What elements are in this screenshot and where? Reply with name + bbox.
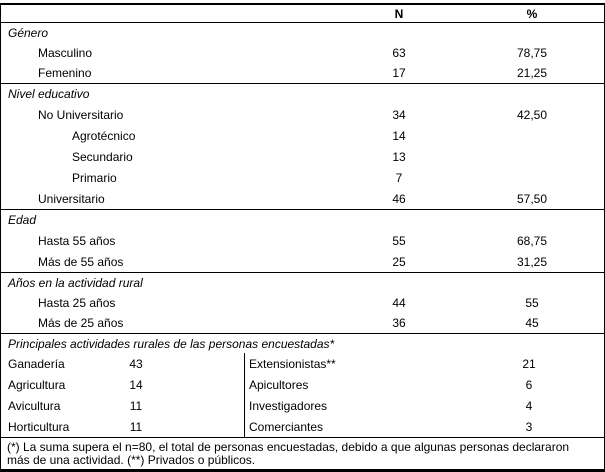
activity-row: Horticultura 11 [1, 416, 244, 437]
table-row: Hasta 25 años 44 55 [1, 293, 604, 313]
activity-value: 11 [129, 398, 143, 413]
row-n-value: 34 [392, 107, 406, 122]
demographic-section: Años en la actividad rural Hasta 25 años 4… [1, 273, 604, 334]
activity-row: Agricultura 14 [1, 374, 244, 395]
row-label: Masculino [38, 46, 93, 60]
table-row: Más de 55 años 25 31,25 [1, 251, 604, 272]
row-n-value: 17 [392, 66, 406, 80]
column-header-pct: % [526, 6, 538, 21]
row-pct-value: 68,75 [516, 233, 548, 248]
section-header: Nivel educativo [8, 87, 90, 101]
activity-row: Avicultura 11 [1, 395, 244, 416]
demographic-section: Género Masculino 63 78,75 Femenino 17 21,25 [1, 23, 604, 84]
activities-section: Principales actividades rurales de las p… [1, 334, 604, 438]
row-n-value: 7 [395, 170, 403, 185]
row-label: No Universitario [38, 107, 124, 122]
activity-label: Investigadores [249, 398, 328, 413]
table-row: Primario 7 [1, 167, 604, 188]
activities-section-header: Principales actividades rurales de las p… [8, 336, 335, 351]
activity-row: Comerciantes 3 [245, 416, 604, 437]
section-header: Edad [8, 213, 37, 227]
activity-label: Avicultura [8, 398, 61, 413]
row-label: Universitario [38, 191, 105, 206]
activities-right-column: Extensionistas** 21 Apicultores 6 Investigad… [245, 353, 604, 437]
row-pct-value: 78,75 [516, 46, 548, 60]
demographic-section: Nivel educativo No Universitario 34 42,50 Ag… [1, 84, 604, 210]
row-label: Hasta 25 años [38, 296, 116, 310]
row-n-value: 44 [392, 296, 406, 310]
activity-value: 21 [522, 356, 536, 371]
row-pct-value: 55 [525, 296, 539, 310]
table-row: No Universitario 34 42,50 [1, 104, 604, 125]
row-pct-value: 42,50 [516, 107, 548, 122]
row-label: Agrotécnico [72, 128, 136, 143]
row-n-value: 14 [392, 128, 406, 143]
activities-left-column: Ganadería 43 Agricultura 14 Avicultura 11 Hort… [1, 353, 245, 437]
activity-value: 11 [129, 419, 143, 434]
table-footnote: (*) La suma supera el n=80, el total de … [1, 438, 604, 469]
row-pct-value: 31,25 [516, 254, 548, 269]
activity-label: Comerciantes [249, 419, 324, 434]
activity-row: Ganadería 43 [1, 353, 244, 374]
table-row: Femenino 17 21,25 [1, 63, 604, 83]
row-n-value: 55 [392, 233, 406, 248]
section-header: Años en la actividad rural [8, 276, 143, 290]
section-header: Género [8, 26, 49, 40]
table-row: Hasta 55 años 55 68,75 [1, 230, 604, 251]
survey-demographics-table: N % Género Masculino 63 78,75 Femenino 17 21,2… [0, 3, 605, 472]
activity-row: Investigadores 4 [245, 395, 604, 416]
activity-value: 14 [129, 377, 143, 392]
table-row: Masculino 63 78,75 [1, 43, 604, 63]
row-label: Más de 55 años [38, 254, 124, 269]
row-pct-value: 57,50 [516, 191, 548, 206]
row-pct-value: 21,25 [516, 66, 548, 80]
row-label: Secundario [72, 149, 133, 164]
row-label: Primario [72, 170, 117, 185]
table-row: Agrotécnico 14 [1, 125, 604, 146]
activity-label: Apicultores [249, 377, 309, 392]
demographic-section: Edad Hasta 55 años 55 68,75 Más de 55 años 25… [1, 210, 604, 273]
row-label: Femenino [38, 66, 92, 80]
row-n-value: 46 [392, 191, 406, 206]
activity-value: 3 [525, 419, 533, 434]
table-row: Más de 25 años 36 45 [1, 313, 604, 333]
row-pct-value: 45 [525, 316, 539, 330]
table-header-row: N % [1, 5, 604, 23]
row-n-value: 13 [392, 149, 406, 164]
activity-value: 43 [129, 356, 143, 371]
activities-grid: Ganadería 43 Agricultura 14 Avicultura 11 Hort… [1, 353, 604, 437]
row-label: Más de 25 años [38, 316, 124, 330]
column-header-n: N [394, 6, 404, 21]
footnote-line-1: (*) La suma supera el n=80, el total de … [7, 440, 570, 454]
table-row: Universitario 46 57,50 [1, 188, 604, 209]
row-n-value: 63 [392, 46, 406, 60]
row-label: Hasta 55 años [38, 233, 116, 248]
activity-row: Apicultores 6 [245, 374, 604, 395]
row-n-value: 36 [392, 316, 406, 330]
table-row: Secundario 13 [1, 146, 604, 167]
activity-value: 4 [525, 398, 533, 413]
demographic-sections: Género Masculino 63 78,75 Femenino 17 21,25 Niv… [1, 23, 604, 334]
activity-label: Extensionistas** [249, 356, 336, 371]
activity-label: Horticultura [8, 419, 70, 434]
activity-label: Agricultura [8, 377, 66, 392]
footnote-line-2: más de una actividad. (**) Privados o pú… [7, 453, 256, 467]
activity-row: Extensionistas** 21 [245, 353, 604, 374]
activity-value: 6 [525, 377, 533, 392]
row-n-value: 25 [392, 254, 406, 269]
activity-label: Ganadería [8, 356, 65, 371]
